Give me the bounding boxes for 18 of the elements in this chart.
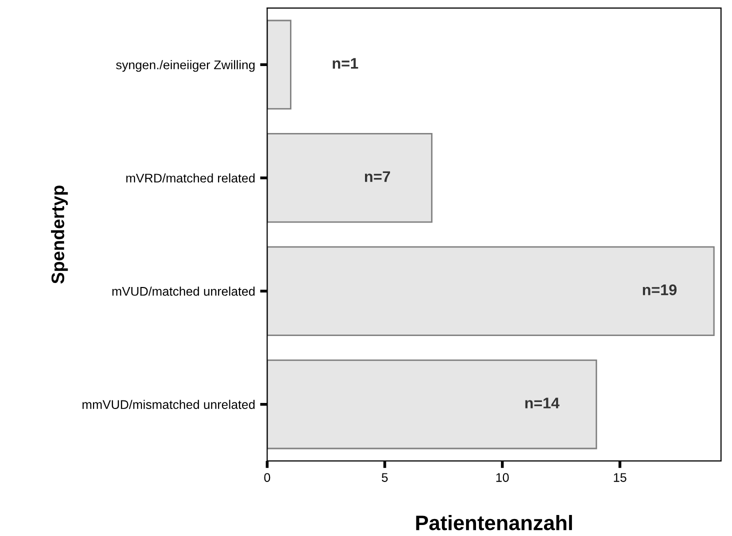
y-tick-label: syngen./eineiiger Zwilling: [116, 60, 255, 72]
bar: [267, 359, 598, 450]
data-label: n=1: [332, 58, 358, 69]
y-tick-label: mVRD/matched related: [126, 173, 255, 183]
y-tick-label: mVUD/matched unrelated: [112, 286, 255, 296]
bar: [267, 246, 715, 336]
x-tick-label: 0: [264, 473, 270, 482]
data-label: n=7: [364, 171, 390, 182]
data-label: n=19: [642, 284, 677, 296]
y-axis-title: Spendertyp: [50, 186, 68, 284]
bar: [267, 20, 292, 110]
x-tick-label: 5: [382, 473, 388, 482]
bar: [267, 133, 432, 223]
x-axis-title: Patientenanzahl: [416, 514, 572, 530]
y-tick-label: mmVUD/mismatched unrelated: [82, 400, 255, 409]
x-tick-label: 10: [496, 473, 509, 482]
x-tick-label: 15: [614, 473, 626, 482]
data-label: n=14: [525, 398, 560, 408]
